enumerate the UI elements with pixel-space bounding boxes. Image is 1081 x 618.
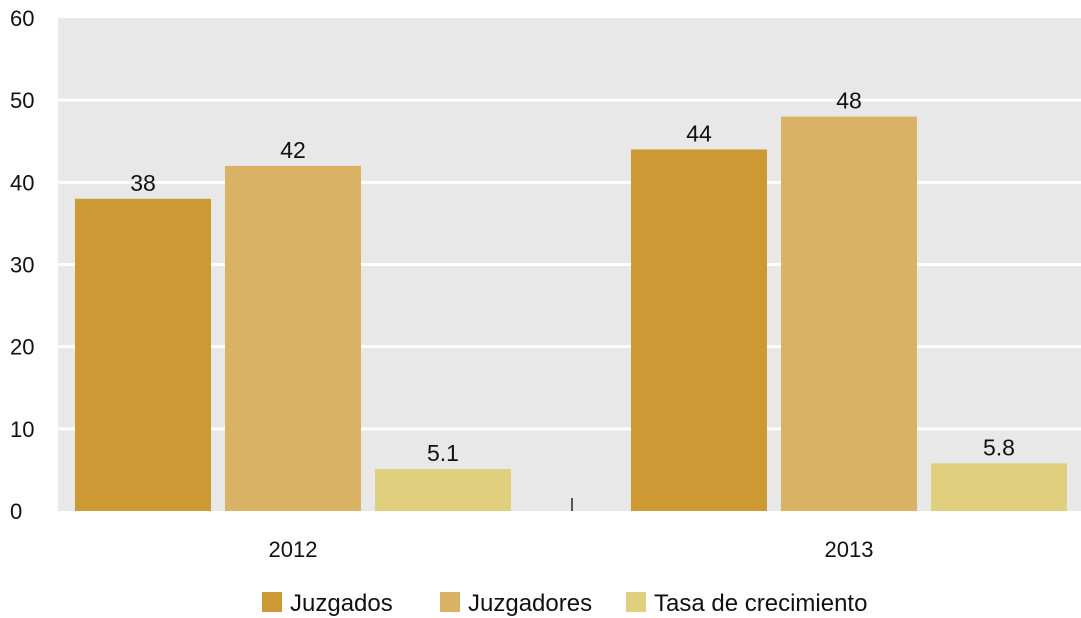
legend-swatch <box>262 592 282 612</box>
x-category-label: 2013 <box>825 537 874 562</box>
y-tick-label: 40 <box>10 170 34 195</box>
bar-juzgados-2012 <box>75 198 211 511</box>
bars <box>75 116 1067 511</box>
y-tick-label: 0 <box>10 499 22 524</box>
y-tick-label: 20 <box>10 335 34 360</box>
data-label: 38 <box>130 170 156 196</box>
legend-label: Tasa de crecimiento <box>654 590 867 617</box>
data-label: 5.8 <box>983 434 1015 460</box>
bar-juzgadores-2013 <box>781 116 917 511</box>
bar-tasa-de-crecimiento-2012 <box>375 469 511 511</box>
bar-juzgados-2013 <box>631 149 767 511</box>
data-label: 42 <box>280 137 306 163</box>
x-axis-category-labels: 2012 2013 <box>269 537 874 562</box>
y-tick-label: 50 <box>10 88 34 113</box>
legend-swatch <box>626 592 646 612</box>
y-tick-label: 10 <box>10 417 34 442</box>
legend-label: Juzgadores <box>468 590 592 617</box>
legend-swatch <box>440 592 460 612</box>
data-label: 48 <box>836 88 862 114</box>
data-label: 5.1 <box>427 440 459 466</box>
legend-label: Juzgados <box>290 590 393 617</box>
legend: Juzgados Juzgadores Tasa de crecimiento <box>262 590 867 617</box>
x-category-label: 2012 <box>269 537 318 562</box>
data-labels: 38 42 5.1 44 48 5.8 <box>130 88 1015 466</box>
data-label: 44 <box>686 120 712 146</box>
y-tick-label: 30 <box>10 253 34 278</box>
bar-juzgadores-2012 <box>225 165 361 511</box>
y-axis-tick-labels: 0 10 20 30 40 50 60 <box>10 6 34 524</box>
y-tick-label: 60 <box>10 6 34 31</box>
bar-tasa-de-crecimiento-2013 <box>931 463 1067 511</box>
